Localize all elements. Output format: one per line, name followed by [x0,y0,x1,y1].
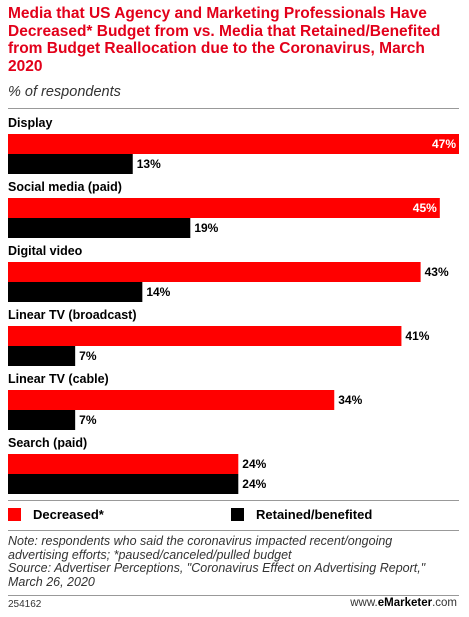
chart-id: 254162 [8,599,42,610]
bar-decreased-linear-tv-cable [8,390,335,410]
note-divider [8,530,459,531]
legend-divider [8,500,459,501]
legend-swatch-retained [231,508,244,521]
brand-name: eMarketer [377,597,433,609]
category-label-social-media-paid: Social media (paid) [8,180,122,194]
legend-item-decreased: Decreased* [8,507,104,522]
bar-decreased-linear-tv-broadcast [8,326,402,346]
brand-suffix: .com [432,597,457,609]
category-label-linear-tv-cable: Linear TV (cable) [8,372,109,386]
bar-decreased-search-paid [8,454,239,474]
source-line-2: March 26, 2020 [8,574,95,589]
category-label-display: Display [8,116,53,130]
category-label-linear-tv-broadcast: Linear TV (broadcast) [8,308,137,322]
legend-item-retained: Retained/benefited [231,507,372,522]
note-line-2: advertising efforts; *paused/canceled/pu… [8,547,292,562]
category-label-digital-video: Digital video [8,244,83,258]
value-label-decreased-digital-video: 43% [425,265,449,279]
value-label-retained-digital-video: 14% [146,285,170,299]
top-divider [8,108,459,109]
value-label-decreased-linear-tv-broadcast: 41% [405,329,429,343]
bar-retained-search-paid [8,474,239,494]
value-label-retained-linear-tv-cable: 7% [79,413,97,427]
bar-retained-linear-tv-cable [8,410,76,430]
legend: Decreased* Retained/benefited [8,507,459,523]
chart-note: Note: respondents who said the coronavir… [8,534,463,589]
value-label-decreased-display: 47% [432,137,456,151]
bar-retained-linear-tv-broadcast [8,346,76,366]
note-line-1: Note: respondents who said the coronavir… [8,534,393,548]
value-label-retained-search-paid: 24% [242,477,266,491]
bar-decreased-display [8,134,459,154]
category-label-search-paid: Search (paid) [8,436,87,450]
bar-chart: Display 47% 13% Social media (paid) 45% 19% Di… [8,116,459,494]
value-label-decreased-linear-tv-cable: 34% [338,393,362,407]
footer-divider [8,595,459,596]
chart-subtitle: % of respondents [8,84,121,100]
value-label-retained-display: 13% [137,157,161,171]
bar-retained-display [8,154,133,174]
value-label-decreased-search-paid: 24% [242,457,266,471]
chart-title: Media that US Agency and Marketing Profe… [8,5,441,75]
bar-retained-digital-video [8,282,143,302]
bar-retained-social-media-paid [8,218,191,238]
bar-decreased-social-media-paid [8,198,440,218]
brand-url: www.eMarketer.com [350,597,457,609]
source-line-1: Source: Advertiser Perceptions, "Coronav… [8,561,426,575]
bar-decreased-digital-video [8,262,421,282]
value-label-decreased-social-media-paid: 45% [413,201,437,215]
legend-swatch-decreased [8,508,21,521]
legend-label-decreased: Decreased* [33,507,104,522]
value-label-retained-social-media-paid: 19% [194,221,218,235]
value-label-retained-linear-tv-broadcast: 7% [79,349,97,363]
brand-prefix: www. [350,597,378,609]
legend-label-retained: Retained/benefited [256,507,373,522]
